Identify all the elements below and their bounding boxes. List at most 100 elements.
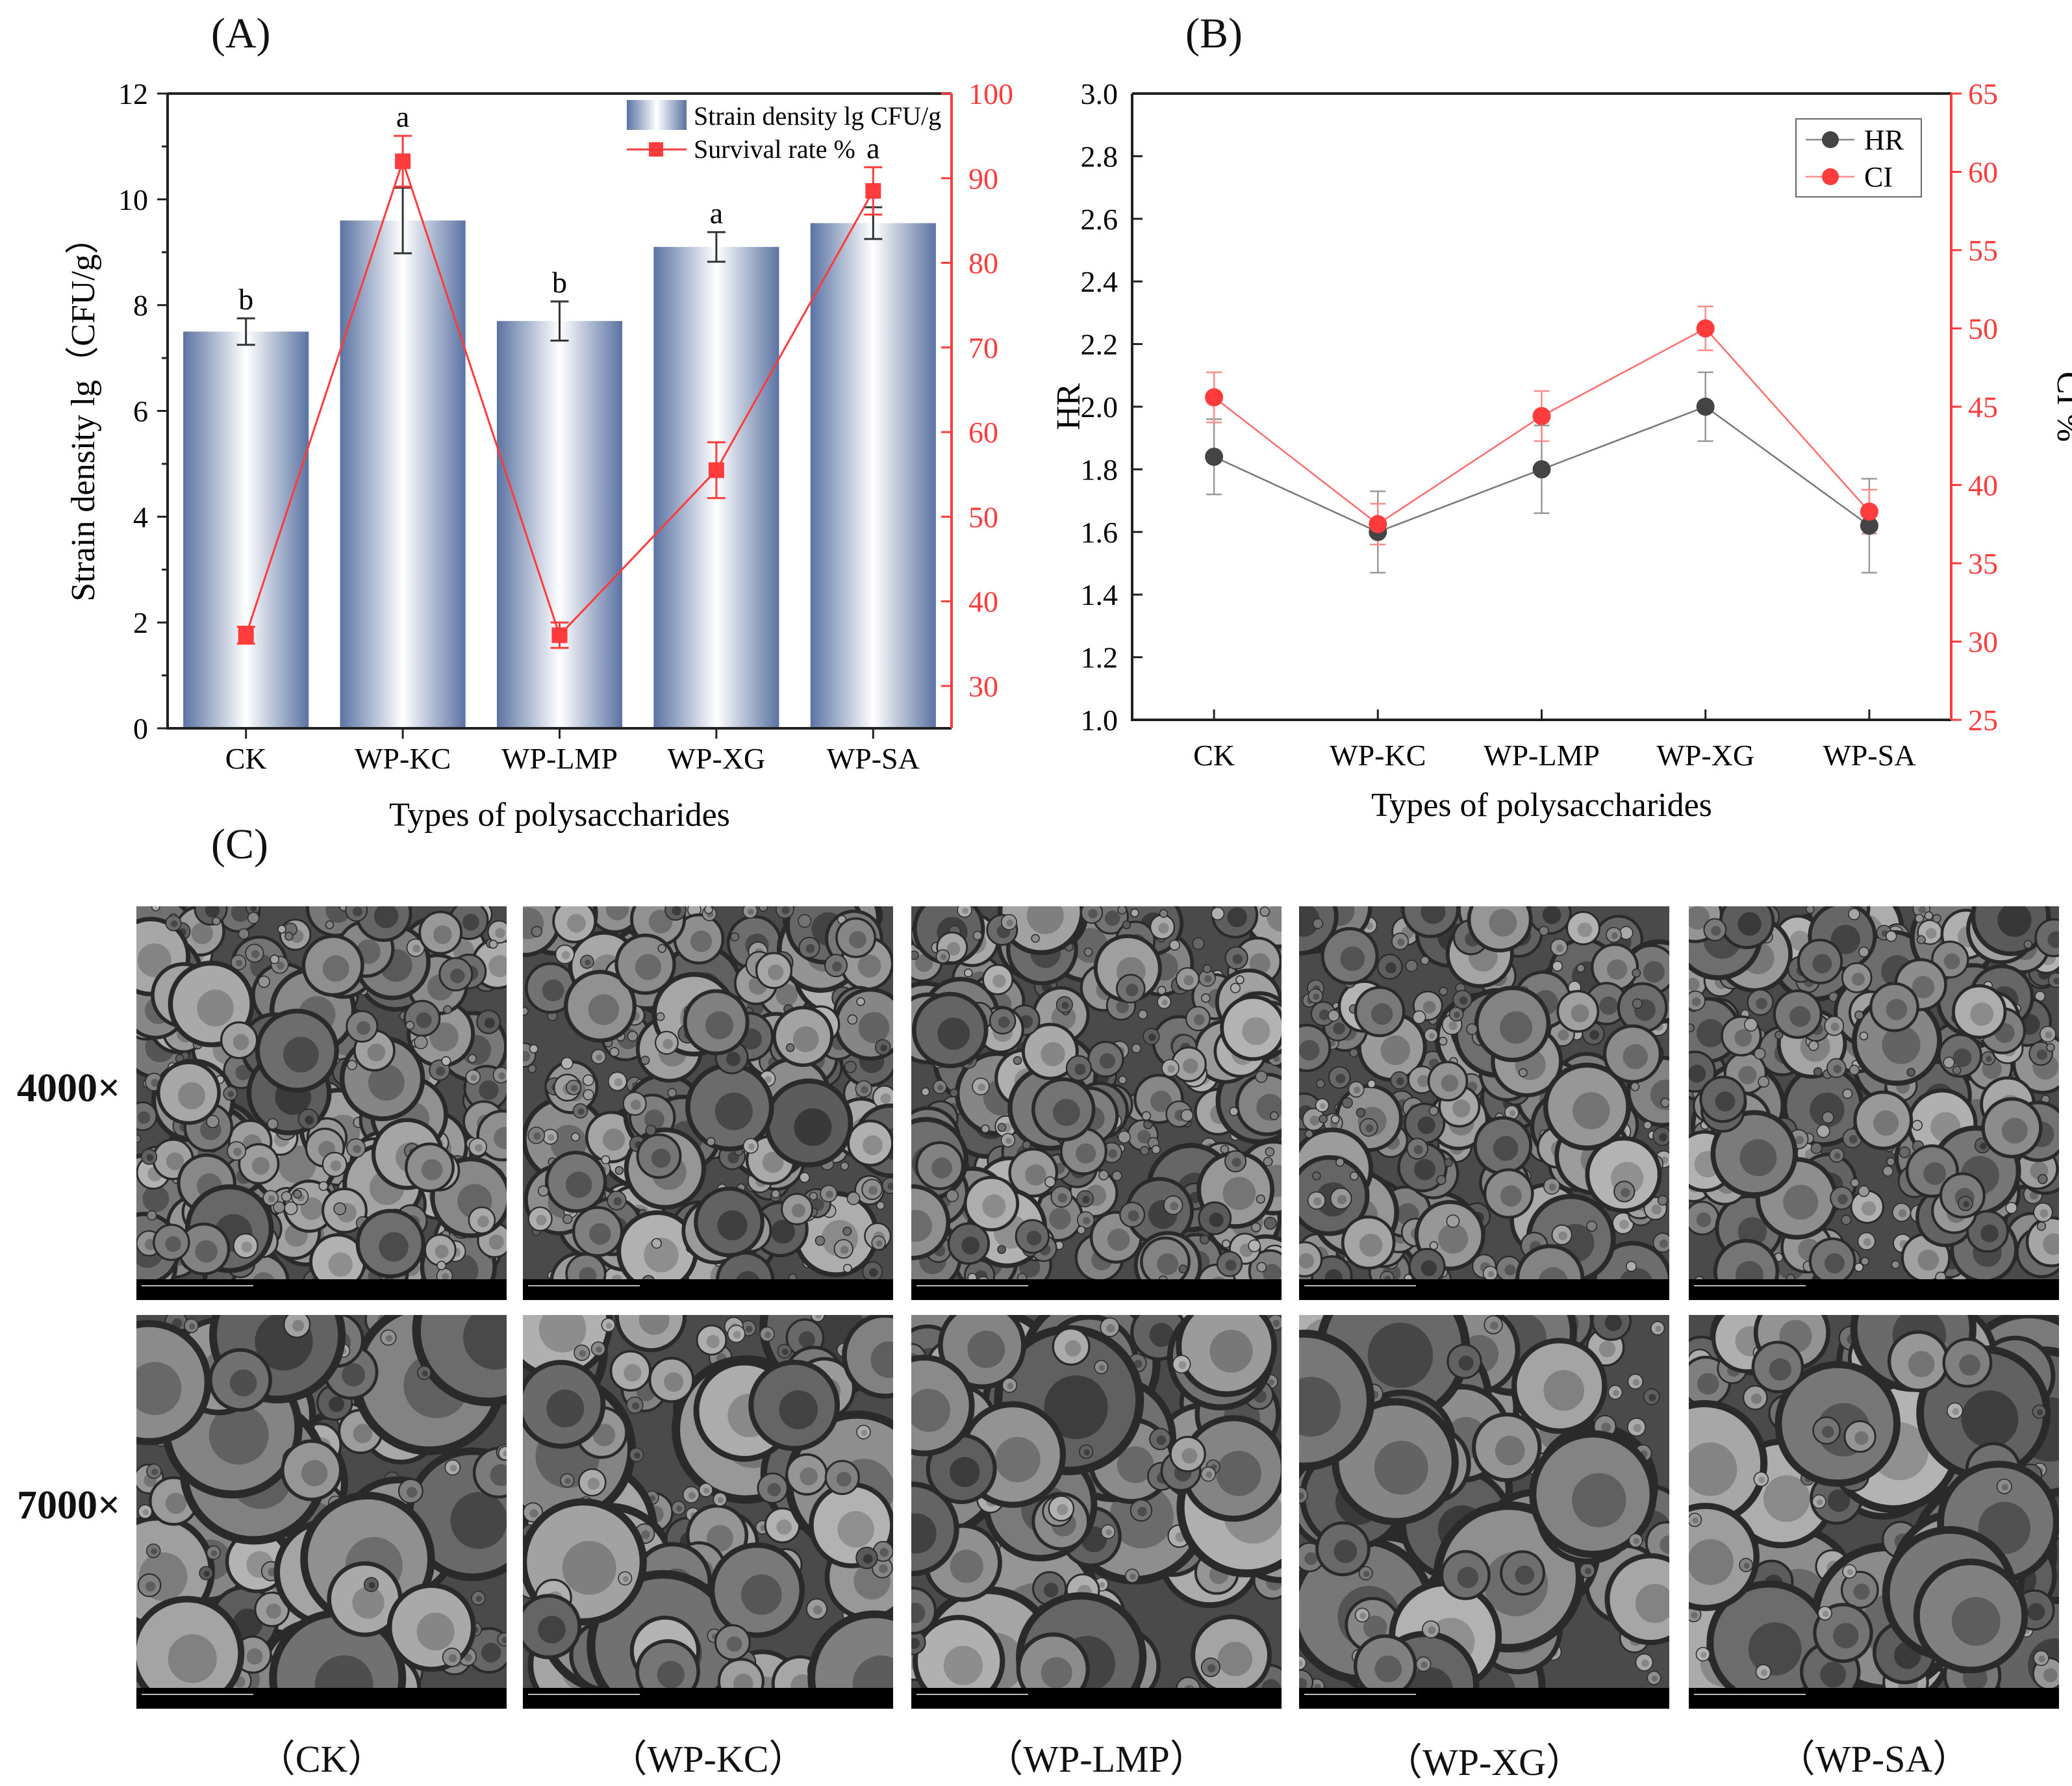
particle-pit <box>1128 1210 1139 1222</box>
particle-pit <box>1833 1064 1842 1073</box>
particle-pit <box>1158 923 1169 934</box>
particle-pit <box>283 1036 319 1073</box>
sem-info-bar <box>911 1279 1282 1300</box>
particle-pit <box>1457 1566 1479 1588</box>
particle <box>1848 908 1860 921</box>
particle <box>238 928 249 940</box>
particle-pit <box>1997 906 2032 938</box>
particle <box>1689 1023 1695 1032</box>
particle <box>730 932 740 941</box>
y2-tick-label: 30 <box>1968 626 1998 659</box>
particle-pit <box>1573 1091 1610 1130</box>
particle <box>531 926 543 938</box>
particle-pit <box>1299 1678 1308 1690</box>
particle-pit <box>1385 962 1397 974</box>
particle <box>1117 1130 1131 1144</box>
particle-pit <box>1126 984 1139 997</box>
y-tick-label: 1.0 <box>1081 704 1118 737</box>
particle <box>1885 930 1897 942</box>
particle-pit <box>776 984 798 1006</box>
significance-label: b <box>238 283 253 316</box>
particle-pit <box>529 1509 538 1518</box>
particle-pit <box>579 1349 587 1357</box>
particle <box>1367 1079 1376 1089</box>
particle <box>1858 946 1869 958</box>
particle-pit <box>1222 1177 1256 1210</box>
particle <box>1630 1082 1640 1091</box>
particle-pit <box>191 922 213 945</box>
particle-pit <box>561 950 570 960</box>
particle <box>212 916 221 926</box>
particle-pit <box>1689 906 1710 930</box>
particle-pit <box>657 1661 685 1689</box>
particle <box>523 1006 529 1016</box>
particle <box>1914 913 1925 923</box>
particle-pit <box>592 1423 616 1446</box>
particle-pit <box>2036 1049 2047 1060</box>
particle <box>876 1201 885 1210</box>
particle <box>258 975 270 988</box>
particle <box>1758 1076 1770 1088</box>
particle-pit <box>266 1603 281 1619</box>
particle-pit <box>1082 1195 1090 1204</box>
particle-pit <box>268 1195 275 1203</box>
particle-pit <box>1380 1035 1411 1065</box>
particle-pit <box>1061 1002 1069 1010</box>
particle <box>1841 1214 1852 1225</box>
particle-pit <box>546 1389 585 1427</box>
particle-pit <box>717 1497 724 1503</box>
particle-pit <box>1577 922 1593 938</box>
particle <box>1932 913 1941 923</box>
particle <box>1356 1108 1366 1117</box>
particle-pit <box>1758 1476 1765 1483</box>
particle-pit <box>449 1464 457 1472</box>
particle-pit <box>638 1315 670 1335</box>
particle <box>1632 998 1643 1009</box>
particle <box>1265 1147 1275 1157</box>
particle-pit <box>605 1322 613 1329</box>
particle-pit <box>815 1315 822 1319</box>
particle-pit <box>277 962 284 970</box>
sem-micrograph <box>1299 906 1669 1300</box>
particle-pit <box>1333 1539 1358 1563</box>
particle-pit <box>1509 1110 1516 1117</box>
particle-pit <box>876 1240 883 1247</box>
particle-pit <box>588 994 620 1025</box>
y-tick-label: 2.4 <box>1081 265 1118 298</box>
particle-pit <box>1156 1435 1167 1445</box>
particle-pit <box>1304 1552 1318 1565</box>
particle-pit <box>982 1194 1006 1218</box>
particle-pit <box>137 943 171 977</box>
particle-pit <box>779 1390 818 1429</box>
x-axis-title: Types of polysaccharides <box>1371 787 1712 824</box>
particle <box>1443 1158 1453 1167</box>
particle-pit <box>791 1203 805 1218</box>
particle-pit <box>1026 1231 1042 1245</box>
particle-pit <box>227 1091 234 1097</box>
x-axis-title: Types of polysaccharides <box>389 797 730 834</box>
magnification-label-4000: 4000× <box>17 1066 121 1110</box>
particle-pit <box>488 955 507 978</box>
particle-pit <box>577 1108 585 1115</box>
particle <box>1138 1010 1148 1019</box>
particle <box>1821 1111 1834 1124</box>
caption-ck: （CK） <box>257 1738 386 1780</box>
particle-pit <box>1572 1473 1626 1527</box>
sem-info-bar <box>1299 1279 1669 1300</box>
particle <box>1952 1065 1962 1075</box>
particle <box>842 1227 852 1236</box>
y-tick-label: 12 <box>118 77 148 110</box>
particle-pit <box>1041 1657 1072 1689</box>
particle-pit <box>1980 1224 1999 1243</box>
particle <box>1221 1239 1231 1249</box>
bar-error-bar <box>707 231 726 263</box>
particle-pit <box>863 1554 873 1564</box>
particle-pit <box>565 1171 592 1198</box>
particle-pit <box>421 1159 443 1180</box>
particle-pit <box>1691 1612 1698 1619</box>
particle-pit <box>644 1109 664 1130</box>
particle-pit <box>1025 1164 1046 1186</box>
x-tick-label: WP-SA <box>1823 739 1915 772</box>
particle-pit <box>602 1128 625 1151</box>
particle-pit <box>1827 1489 1851 1512</box>
